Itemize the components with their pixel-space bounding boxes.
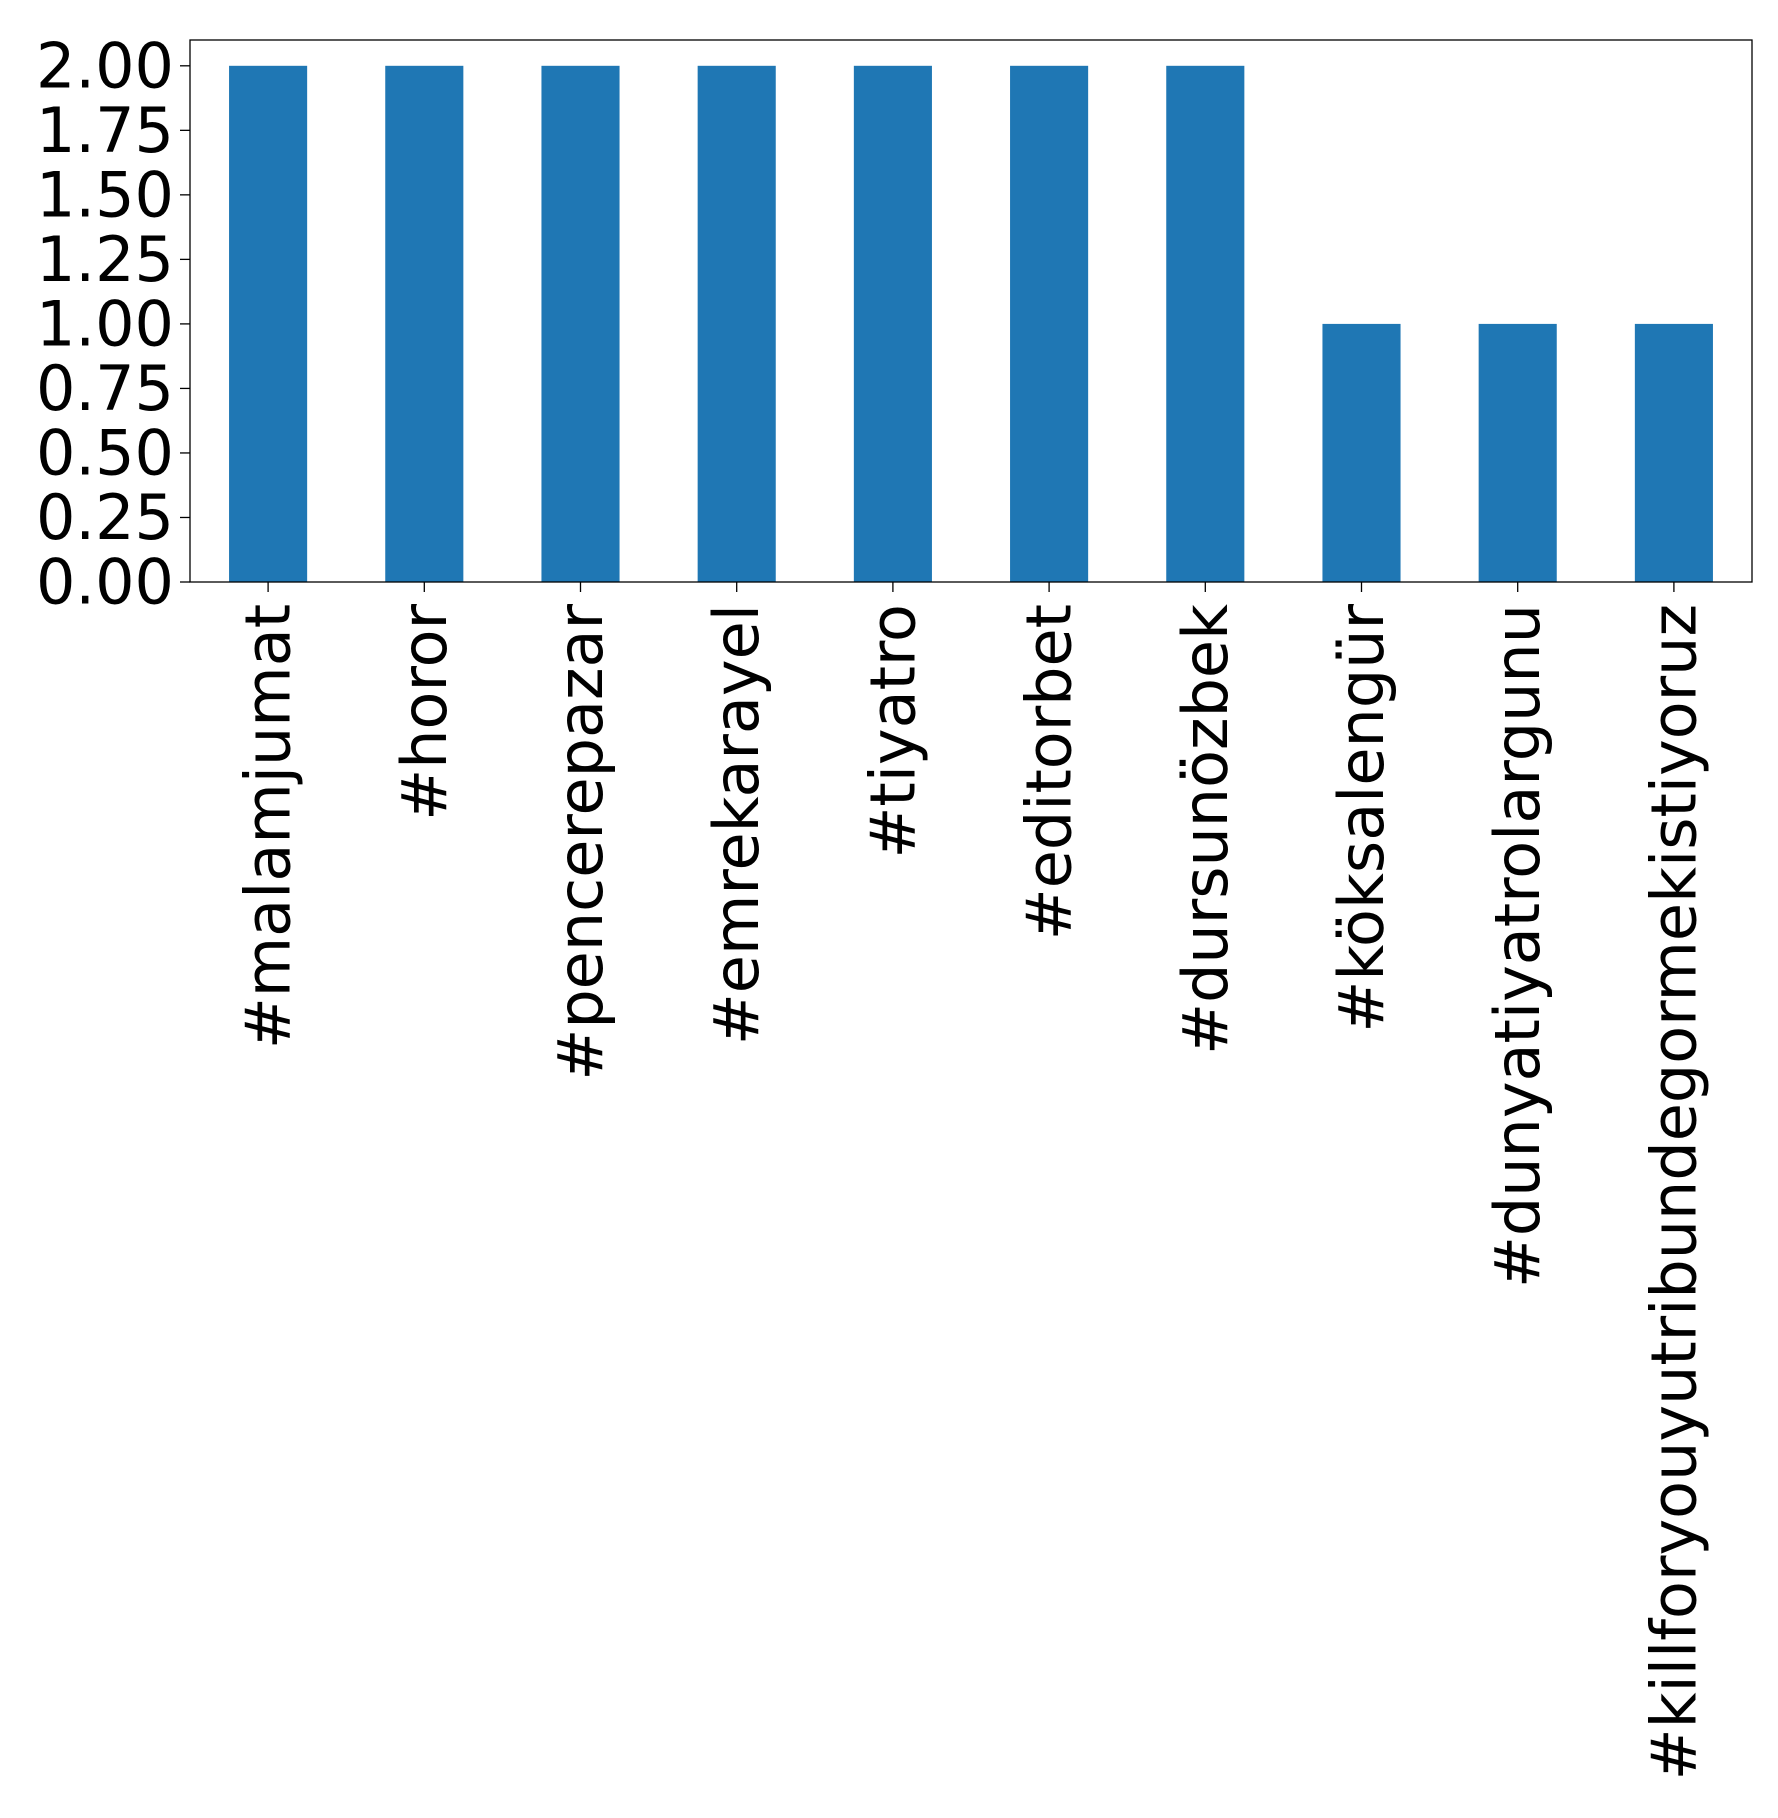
plot-frame bbox=[189, 39, 1753, 583]
y-tick-label: 0.25 bbox=[36, 481, 174, 554]
y-tick-label: 0.00 bbox=[36, 546, 174, 619]
x-tick-label: #dunyatiyatrolargunu bbox=[1481, 604, 1554, 1288]
x-axis: #malamjumat #horor #pencerepazar #emrekaray… bbox=[232, 582, 1710, 1780]
y-tick-label: 0.75 bbox=[36, 352, 174, 425]
bar bbox=[385, 65, 464, 582]
bar bbox=[1010, 65, 1089, 582]
y-tick-label: 2.00 bbox=[36, 29, 174, 102]
bar bbox=[1634, 323, 1713, 582]
bars-layer bbox=[229, 65, 1713, 582]
bar bbox=[541, 65, 620, 582]
bar bbox=[1166, 65, 1245, 582]
x-tick-label: #emrekarayel bbox=[700, 604, 773, 1045]
y-tick-label: 1.50 bbox=[36, 158, 174, 231]
y-tick-label: 0.50 bbox=[36, 416, 174, 489]
x-tick-label: #horor bbox=[388, 603, 461, 820]
y-tick-label: 1.00 bbox=[36, 287, 174, 360]
bar bbox=[697, 65, 776, 582]
x-tick-label: #pencerepazar bbox=[544, 603, 617, 1080]
bar bbox=[1478, 323, 1557, 582]
bar bbox=[1322, 323, 1401, 582]
bar bbox=[853, 65, 932, 582]
y-tick-label: 1.25 bbox=[36, 223, 174, 296]
x-tick-label: #tiyatro bbox=[856, 604, 929, 859]
x-tick-label: #malamjumat bbox=[232, 604, 305, 1049]
y-tick-label: 1.75 bbox=[36, 94, 174, 167]
x-tick-label: #köksalengür bbox=[1325, 604, 1398, 1033]
x-tick-label: #editorbet bbox=[1013, 604, 1086, 940]
y-axis: 0.000.250.500.751.001.251.501.752.00 bbox=[36, 29, 190, 619]
bar bbox=[229, 65, 308, 582]
x-tick-label: #dursunözbek bbox=[1169, 604, 1242, 1055]
x-tick-label: #killforyouyutribundegormekistiyoruz bbox=[1637, 604, 1710, 1780]
